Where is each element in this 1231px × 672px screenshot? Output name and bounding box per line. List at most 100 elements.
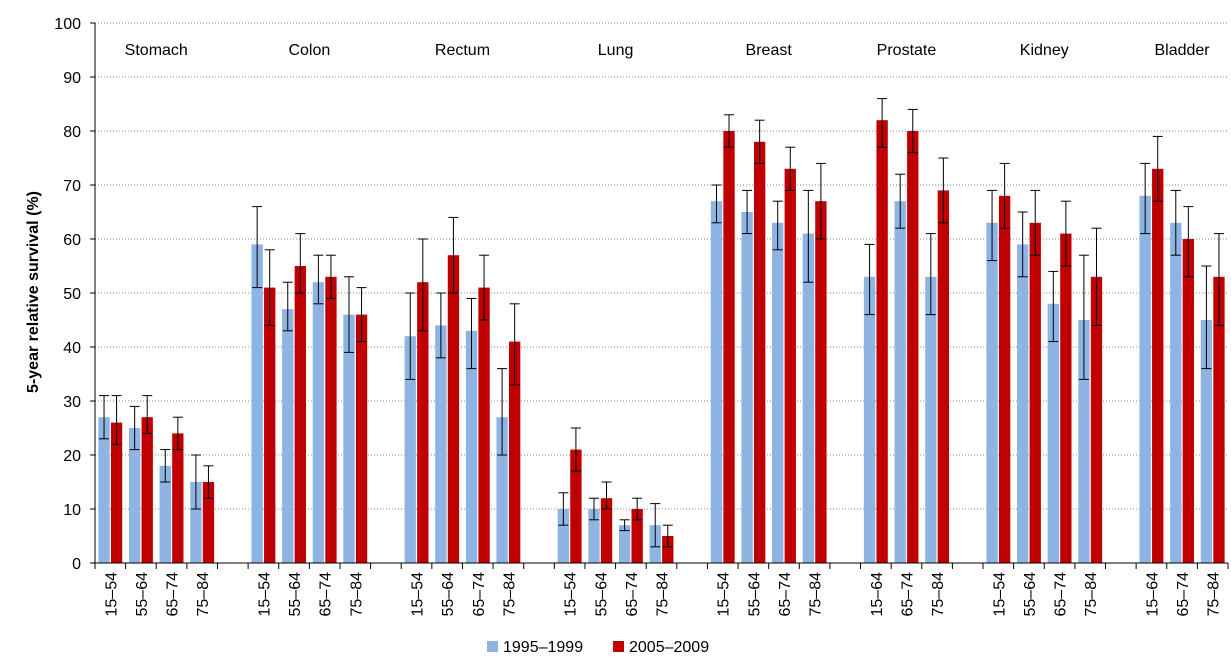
bar-series1 <box>496 417 508 563</box>
category-label: 65–74 <box>899 572 916 617</box>
group-label-stomach: Stomach <box>125 42 188 59</box>
category-label: 75–84 <box>655 572 672 617</box>
bar-series2 <box>202 482 215 563</box>
bar-series2 <box>662 536 674 563</box>
bar-series1 <box>1047 303 1059 563</box>
group-label-colon: Colon <box>288 42 330 59</box>
y-tick-label: 40 <box>63 340 81 357</box>
category-label: 75–84 <box>195 572 212 617</box>
y-axis-title: 5-year relative survival (%) <box>25 191 42 393</box>
category-label: 55–64 <box>287 572 304 617</box>
bar-series2 <box>509 341 521 563</box>
category-label: 55–64 <box>746 572 763 617</box>
category-label: 65–74 <box>1053 572 1070 617</box>
category-label: 15–54 <box>563 572 580 617</box>
bar-series2 <box>294 266 306 563</box>
bar-series1 <box>465 330 478 563</box>
bar-series1 <box>159 465 171 563</box>
bar-series1 <box>772 222 784 564</box>
bar-series2 <box>723 131 735 563</box>
category-label: 75–84 <box>930 572 947 617</box>
group-label-bladder: Bladder <box>1154 42 1210 59</box>
bar-series2 <box>1029 222 1041 564</box>
bar-series1 <box>741 212 753 563</box>
category-label: 15–54 <box>103 572 120 617</box>
category-label: 75–84 <box>348 572 365 617</box>
bar-series1 <box>925 276 937 563</box>
bar-series2 <box>1060 233 1072 563</box>
bar-series1 <box>190 482 202 563</box>
bar-series2 <box>478 287 490 563</box>
category-label: 15–54 <box>410 572 427 617</box>
y-tick-label: 50 <box>63 286 81 303</box>
bar-series1 <box>588 509 600 563</box>
bar-series1 <box>863 276 876 563</box>
bar-series1 <box>312 282 325 563</box>
bar-series2 <box>141 417 153 563</box>
y-tick-label: 20 <box>63 448 81 465</box>
group-label-lung: Lung <box>598 42 634 59</box>
legend-label-1: 1995–1999 <box>503 639 583 656</box>
bar-series2 <box>355 314 368 563</box>
y-tick-label: 10 <box>63 502 81 519</box>
bar-series1 <box>986 222 998 564</box>
bar-series2 <box>998 195 1011 564</box>
category-label: 15–54 <box>716 572 733 617</box>
y-tick-label: 70 <box>63 178 81 195</box>
bar-series2 <box>907 131 919 563</box>
category-labels: 15–54 55–64 65–74 75–84 15–54 55–64 65–74 75–84… <box>103 572 1222 617</box>
legend: 1995–1999 2005–2009 <box>487 639 709 656</box>
category-label: 15–54 <box>256 572 273 617</box>
category-label: 75–84 <box>1206 572 1223 617</box>
bar-series2 <box>110 422 123 563</box>
bar-series2 <box>1090 276 1103 563</box>
bar-series1 <box>618 525 631 563</box>
bar-series2 <box>784 168 796 564</box>
bar-series2 <box>447 255 460 563</box>
bar-series1 <box>251 244 263 563</box>
bar-series1 <box>1139 195 1151 564</box>
bar-series2 <box>600 498 613 563</box>
bar-series1 <box>435 325 447 563</box>
category-label: 15–64 <box>1144 572 1161 617</box>
y-tick-label: 0 <box>72 556 81 573</box>
group-labels: Stomach Colon Rectum Lung Breast Prostate Kidn… <box>125 42 1211 59</box>
category-label: 65–74 <box>471 572 488 617</box>
bar-series1 <box>802 233 814 563</box>
y-tick-label: 60 <box>63 232 81 249</box>
bar-series1 <box>404 336 416 563</box>
bar-series1 <box>343 314 355 563</box>
error-bars <box>99 98 1224 548</box>
category-label: 15–54 <box>991 572 1008 617</box>
bars <box>98 120 1225 564</box>
category-label: 55–64 <box>1022 572 1039 617</box>
bar-series2 <box>1182 239 1195 563</box>
axes <box>90 22 1229 569</box>
bar-series2 <box>172 433 184 563</box>
bar-series2 <box>264 287 276 563</box>
bar-series2 <box>1213 276 1225 563</box>
bar-series2 <box>815 201 827 563</box>
bar-series2 <box>937 190 950 563</box>
y-tick-label: 100 <box>54 16 81 33</box>
bar-series1 <box>128 428 141 563</box>
group-label-kidney: Kidney <box>1020 42 1069 59</box>
y-tick-label: 30 <box>63 394 81 411</box>
bar-series1 <box>1170 222 1182 564</box>
bar-series1 <box>557 509 570 563</box>
category-label: 65–74 <box>1175 572 1192 617</box>
y-tick-label: 80 <box>63 124 81 141</box>
bar-series2 <box>570 449 582 563</box>
bar-series1 <box>1078 320 1090 563</box>
legend-swatch-1 <box>487 641 498 652</box>
category-label: 55–64 <box>440 572 457 617</box>
group-label-prostate: Prostate <box>877 42 937 59</box>
category-label: 55–64 <box>134 572 151 617</box>
bar-series2 <box>325 276 337 563</box>
bar-series1 <box>1200 320 1213 563</box>
bar-series2 <box>631 509 643 563</box>
bar-series1 <box>282 309 294 563</box>
category-label: 65–74 <box>777 572 794 617</box>
category-label: 75–84 <box>1083 572 1100 617</box>
